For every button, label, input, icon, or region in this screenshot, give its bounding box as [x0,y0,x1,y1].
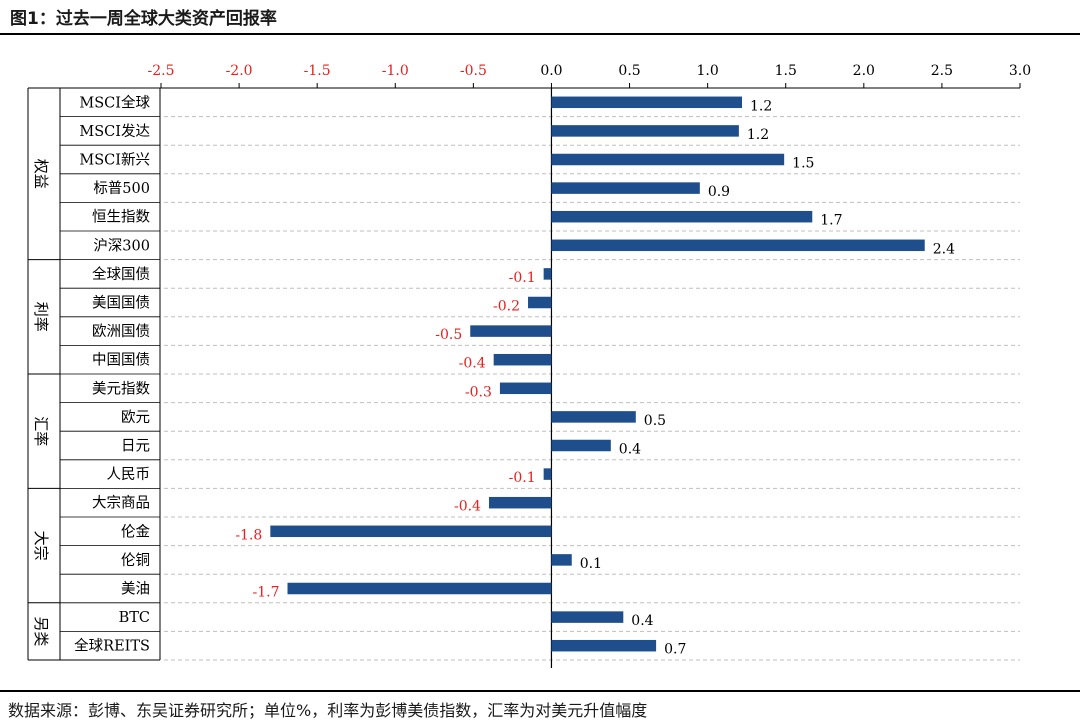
x-tick-label: 2.0 [853,63,875,79]
x-tick-label: 0.0 [540,63,562,79]
category-label: 美元指数 [92,380,150,397]
bar [270,525,552,538]
group-label: 利率 [32,302,50,332]
source-note: 数据来源：彭博、东吴证券研究所；单位%，利率为彭博美债指数，汇率为对美元升值幅度 [8,701,648,720]
figure-title: 图1：过去一周全球大类资产回报率 [10,9,277,29]
bar [488,496,552,509]
category-label: 人民币 [107,466,151,483]
bar [551,125,739,137]
bar-chart: -2.5 -2.0 -1.5 -1.0 -0.5 0.0 0.5 1.0 1.5 2.0 2.5 3.… [27,63,1031,668]
bar [551,153,785,166]
x-tick-label: -2.5 [148,63,175,79]
bar [551,611,624,623]
data-label: -0.3 [465,384,492,400]
data-label: -0.1 [509,270,536,286]
bar [287,582,552,595]
bar [543,268,552,280]
data-label: 1.2 [747,127,769,143]
bar [543,468,552,480]
category-label: 美国国债 [92,295,150,312]
category-label: 伦金 [121,523,150,540]
category-label: 美油 [121,581,150,598]
bar [528,296,552,309]
data-label: 2.4 [933,241,955,257]
category-label: MSCI发达 [79,123,150,140]
x-tick-label: -1.5 [304,63,331,79]
bar [470,325,552,337]
group-label: 汇率 [32,416,50,446]
category-label: MSCI新兴 [79,152,150,169]
category-label: BTC [119,610,150,626]
data-label: 1.7 [820,213,842,229]
bar [551,411,636,423]
bar [551,239,925,252]
x-tick-label: 2.5 [931,63,953,79]
bar [551,182,700,194]
data-label: -0.4 [454,499,481,515]
data-label: -1.8 [235,527,262,543]
data-label: 0.4 [631,613,653,629]
bar [493,353,552,366]
data-label: 1.2 [750,98,772,114]
data-label: -0.1 [509,470,536,486]
x-tick-label: 1.5 [775,63,797,79]
bar [499,382,552,395]
category-label: 伦铜 [121,552,150,569]
top-rule [0,33,1080,35]
data-label: -1.7 [253,585,280,601]
bar [551,554,572,566]
data-label: 1.5 [792,156,814,172]
category-label: 全球国债 [92,265,150,283]
data-label: -0.2 [493,299,520,315]
x-tick-label: 3.0 [1009,63,1031,79]
x-tick-label: -1.0 [382,63,409,79]
bar [551,639,657,652]
bottom-rule [0,690,1080,692]
data-label: -0.5 [435,327,462,343]
x-tick-label: -2.0 [226,63,253,79]
category-label: 大宗商品 [92,495,150,512]
group-label: 大宗 [32,531,50,561]
category-label: 恒生指数 [92,209,150,226]
category-label: 欧洲国债 [92,323,150,340]
data-label: 0.7 [664,642,686,658]
group-label: 权益 [32,159,50,189]
data-label: 0.5 [644,413,666,429]
category-label: 全球REITS [74,637,150,655]
bar [551,210,813,223]
category-label: 欧元 [121,409,150,426]
x-tick-label: -0.5 [460,63,487,79]
category-label: 标普500 [93,180,150,197]
data-label: 0.9 [708,184,730,200]
data-label: 0.1 [580,556,602,572]
x-tick-label: 0.5 [618,63,640,79]
bar [551,96,742,109]
category-label: MSCI全球 [79,93,150,111]
category-label: 沪深300 [93,237,150,254]
data-label: -0.4 [459,356,486,372]
group-label: 另类 [32,616,50,646]
category-label: 中国国债 [92,352,150,369]
data-label: 0.4 [619,442,641,458]
bar [551,439,611,452]
x-tick-label: 1.0 [697,63,719,79]
category-label: 日元 [121,439,150,455]
